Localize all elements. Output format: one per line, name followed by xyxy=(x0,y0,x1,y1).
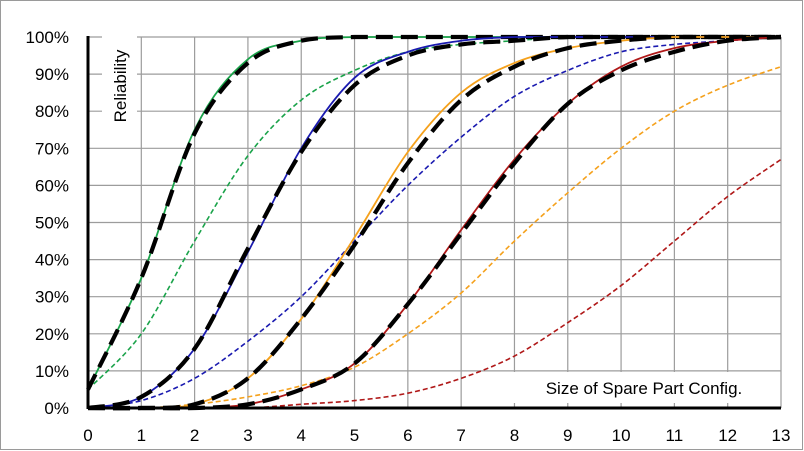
y-tick-label: 50% xyxy=(35,214,69,233)
x-tick-label: 12 xyxy=(718,426,737,445)
xlabel-box xyxy=(510,372,778,403)
x-axis-label: Size of Spare Part Config. xyxy=(546,379,743,398)
series-line-1 xyxy=(87,36,781,390)
axes xyxy=(86,36,781,410)
x-tick-label: 4 xyxy=(296,426,305,445)
series-line-5 xyxy=(87,36,782,409)
y-tick-label: 90% xyxy=(35,65,69,84)
x-tick-label: 9 xyxy=(563,426,572,445)
x-tick-label: 2 xyxy=(190,426,199,445)
y-tick-label: 10% xyxy=(35,362,69,381)
x-tick-label: 13 xyxy=(772,426,791,445)
x-tick-label: 10 xyxy=(612,426,631,445)
tick-labels: 0 1 2 3 4 5 6 7 8 9 10 11 12 130%10%20%30%40%50%60%70… xyxy=(26,28,791,445)
series-line-3 xyxy=(86,34,781,391)
x-tick-label: 3 xyxy=(243,426,252,445)
y-tick-label: 40% xyxy=(35,251,69,270)
x-tick-label: 11 xyxy=(666,426,684,445)
x-tick-label: 6 xyxy=(403,426,412,445)
x-tick-label: 8 xyxy=(510,426,519,445)
y-tick-label: 70% xyxy=(35,139,69,158)
series-line-12 xyxy=(88,34,782,411)
x-tick-label: 7 xyxy=(456,426,465,445)
ylabel-box xyxy=(102,32,137,140)
series-line-9 xyxy=(87,34,781,411)
y-tick-label: 100% xyxy=(26,28,69,47)
series-line-2 xyxy=(87,36,781,391)
x-tick-label: 1 xyxy=(137,426,146,445)
y-tick-label: 60% xyxy=(35,176,69,195)
y-tick-label: 0% xyxy=(44,399,69,418)
y-tick-label: 20% xyxy=(35,325,69,344)
y-axis-label: Reliability xyxy=(111,49,130,122)
y-tick-label: 80% xyxy=(35,102,69,121)
y-tick-label: 30% xyxy=(35,288,69,307)
x-tick-label: 5 xyxy=(350,426,359,445)
x-tick-label: 0 xyxy=(83,426,92,445)
axis-labels: Reliability Size of Spare Part Config. xyxy=(102,32,778,403)
